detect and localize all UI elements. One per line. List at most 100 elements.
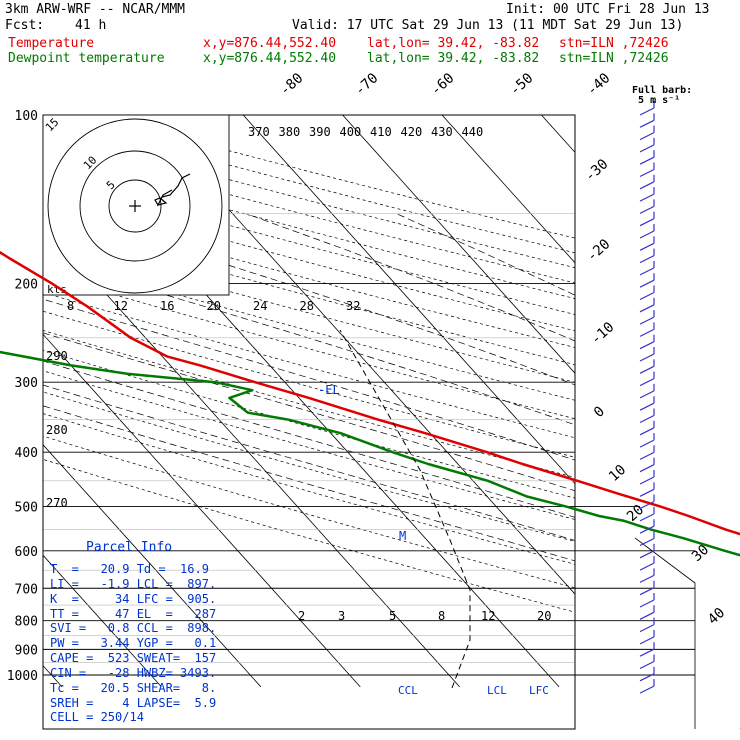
hodograph-units: kts [47, 283, 67, 296]
parcel-row: LI = -1.9 LCL = 897. [50, 577, 217, 591]
isotherm [43, 333, 361, 688]
wind-barb [639, 562, 655, 571]
moist-adiabat [43, 332, 575, 492]
wind-barb [639, 464, 655, 473]
frame-extension [634, 537, 696, 729]
model-title: 3km ARW-WRF -- NCAR/MMM [5, 2, 186, 17]
hodograph-x-tick: 20 [207, 299, 221, 313]
pressure-tick-label: 800 [15, 615, 38, 630]
mixing-ratio-label: 20 [537, 609, 551, 623]
theta-label: 440 [462, 125, 484, 139]
pressure-tick-label: 900 [15, 643, 38, 658]
wind-barb [639, 414, 655, 424]
wind-barb [639, 132, 655, 141]
parcel-row: Tc = 20.5 SHEAR= 8. [50, 681, 217, 695]
dew-station: stn=ILN ,72426 [559, 51, 669, 66]
fcst-value: 41 h [75, 18, 107, 33]
temperature-legend: Temperature [8, 36, 95, 51]
el-marker: -EL [318, 383, 340, 397]
hodograph-x-tick: 32 [346, 299, 360, 313]
wind-barb [639, 537, 655, 547]
wind-barb [639, 636, 655, 645]
isotherm [143, 115, 575, 595]
isotherm [342, 115, 575, 374]
theta-label: 410 [370, 125, 392, 139]
hodograph-x-tick: 28 [300, 299, 314, 313]
theta-label: 370 [248, 125, 270, 139]
ccl-marker: CCL [398, 684, 418, 697]
sounding-series [0, 250, 740, 689]
hodograph-ring [108, 179, 162, 233]
plot-frame [42, 114, 576, 730]
wind-barb [639, 550, 655, 559]
wind-barb [639, 328, 655, 337]
wind-barb [639, 267, 655, 276]
parcel-row: SVI = 0.8 CCL = 898. [50, 621, 217, 635]
theta-label: 280 [46, 423, 68, 437]
wind-barb [639, 156, 655, 165]
hodograph-ring [47, 118, 223, 294]
theta-label: 380 [279, 125, 301, 139]
wind-barb [639, 624, 655, 633]
wind-barb [639, 181, 655, 190]
wind-barb [639, 304, 655, 313]
temperature-line [0, 250, 740, 536]
hodograph-x-tick: 12 [114, 299, 128, 313]
wind-barb [639, 501, 655, 510]
pressure-tick-label: 300 [15, 376, 38, 391]
hodograph-box [42, 114, 230, 296]
temp-tick-label: -20 [584, 236, 614, 265]
theta-label: 420 [401, 125, 423, 139]
temp-tick-label: 40 [705, 605, 728, 628]
wind-barb [639, 488, 655, 497]
fcst-label: Fcst: [5, 18, 45, 33]
hodograph-ring [79, 150, 191, 262]
mixing-ratio-label: 3 [338, 609, 345, 623]
wind-barb [639, 119, 655, 128]
wind-barb [639, 205, 655, 214]
wind-barb [639, 144, 655, 153]
parcel-row: SREH = 4 LAPSE= 5.9 [50, 696, 217, 710]
temp-tick-label: -80 [277, 70, 307, 99]
hodograph-trace [154, 173, 191, 207]
pressure-tick-label: 400 [15, 446, 38, 461]
parcel-row: CELL = 250/14 [50, 710, 144, 724]
wind-barb [639, 242, 655, 251]
temp-tick-label: -10 [588, 319, 618, 348]
temp-tick-label: 10 [606, 462, 629, 485]
mixing-ratio-label: 2 [298, 609, 305, 623]
theta-label: 390 [309, 125, 331, 139]
mixing-ratio-label: 5 [389, 609, 396, 623]
moist-adiabat [245, 213, 575, 342]
temp-tick-label: -40 [584, 70, 614, 99]
wind-barb [639, 476, 655, 485]
isotherm [43, 444, 262, 688]
isotherm [441, 115, 575, 264]
pressure-tick-label: 500 [15, 500, 38, 515]
parcel-row: PW = 3.44 YGP = 0.1 [50, 636, 217, 650]
temp-station: stn=ILN ,72426 [559, 36, 669, 51]
isotherm-extensions [634, 537, 740, 729]
isotherm [641, 115, 740, 687]
wind-barb [639, 574, 655, 583]
m-marker: M [399, 529, 407, 543]
parcel-info-title: Parcel Info [86, 540, 173, 555]
moist-adiabat [43, 298, 575, 461]
wind-barb [639, 427, 655, 436]
temp-tick-label: 0 [591, 403, 608, 421]
mixing-ratio-label: 8 [438, 609, 445, 623]
temp-tick-label: -70 [352, 70, 382, 99]
wind-barb [639, 353, 655, 362]
lfc-marker: LFC [529, 684, 549, 697]
temp-latlon: lat,lon= 39.42, -83.82 [367, 36, 540, 51]
parcel-path [339, 329, 471, 689]
wind-barb [639, 525, 655, 534]
wind-barb [639, 255, 655, 264]
wind-barb [639, 230, 655, 239]
temp-tick-label: -30 [582, 156, 612, 185]
wind-barbs [639, 101, 655, 694]
wind-barb [639, 378, 655, 387]
wind-barb [639, 279, 655, 288]
